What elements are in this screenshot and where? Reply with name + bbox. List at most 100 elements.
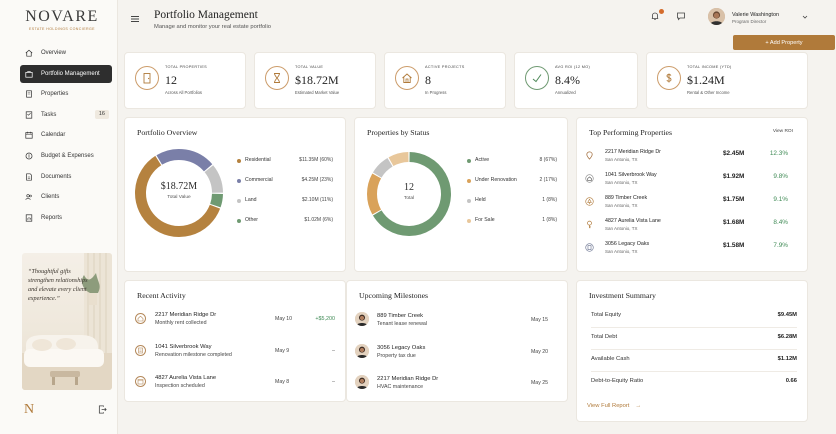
notification-dot: [659, 9, 664, 14]
sidebar-item-tasks[interactable]: Tasks 16: [20, 106, 112, 124]
sidebar-item-properties[interactable]: Properties: [20, 85, 112, 103]
view-roi-link[interactable]: View ROI: [772, 129, 793, 134]
brand[interactable]: NOVARE ESTATE HOLDINGS CONCIERGE: [22, 8, 102, 31]
logout-icon[interactable]: [98, 405, 107, 414]
donut-slice-other[interactable]: [210, 193, 223, 208]
view-full-report-label: View Full Report: [587, 403, 630, 409]
table-row[interactable]: 3056 Legacy Oaks San Antonio, TX $1.58M …: [585, 241, 790, 264]
sidebar-item-label: Properties: [41, 91, 69, 98]
home-badge-icon: [585, 174, 594, 183]
sidebar-item-label: Budget & Expenses: [41, 152, 94, 159]
building-icon: [25, 90, 33, 98]
sidebar-item-portfolio-management[interactable]: Portfolio Management: [20, 64, 112, 83]
sidebar-item-calendar[interactable]: Calendar: [20, 126, 112, 144]
property-value: $1.58M: [723, 242, 745, 249]
summary-label: Total Equity: [591, 312, 621, 318]
legend-item: Land $2.10M (11%): [237, 196, 333, 206]
door-icon: [135, 66, 159, 90]
legend-value: $4.25M (23%): [301, 177, 333, 183]
donut-slice-for-sale[interactable]: [388, 152, 409, 167]
stat-value: 8.4%: [555, 73, 580, 87]
list-item[interactable]: 889 Timber Creek Tenant lease renewal Ma…: [355, 312, 560, 338]
add-property-button[interactable]: + Add Property: [733, 35, 835, 50]
bell-icon[interactable]: [650, 11, 660, 21]
property-roi: 8.4%: [773, 219, 788, 226]
donut-center-label: Total Value: [167, 195, 191, 200]
legend-label: Under Renovation: [475, 177, 517, 183]
donut-slice-active[interactable]: [372, 152, 451, 236]
sidebar-item-reports[interactable]: Reports: [20, 209, 112, 227]
table-row[interactable]: 889 Timber Creek San Antonio, TX $1.75M …: [585, 195, 790, 218]
house-icon: [395, 66, 419, 90]
stat-value: 8: [425, 73, 431, 87]
milestone-date: May 20: [530, 349, 548, 355]
legend-swatch: [237, 199, 241, 203]
promo-quote: “Thoughtful gifts strengthen relationshi…: [28, 268, 88, 302]
legend-label: Residential: [245, 157, 271, 163]
top-performing-card: Top Performing Properties View ROI 2217 …: [576, 117, 808, 272]
property-roi: 7.9%: [773, 242, 788, 249]
property-name: 4827 Aurelia Vista Lane: [605, 218, 661, 224]
legend-label: Land: [245, 197, 257, 203]
table-row[interactable]: 1041 Silverbrook Way San Antonio, TX $1.…: [585, 172, 790, 195]
tasks-count-badge: 16: [94, 109, 109, 119]
legend-item: For Sale 1 (8%): [467, 216, 557, 226]
list-item[interactable]: 1041 Silverbrook Way Renovation mileston…: [135, 343, 335, 371]
donut-slice-held[interactable]: [372, 157, 393, 178]
menu-icon[interactable]: [130, 14, 140, 24]
table-row[interactable]: 4827 Aurelia Vista Lane San Antonio, TX …: [585, 218, 790, 241]
stat-label: AVG ROI (12 MO): [555, 65, 591, 69]
list-item[interactable]: 2217 Meridian Ridge Dr Monthly rent coll…: [135, 311, 335, 339]
chevron-down-icon[interactable]: [802, 14, 808, 20]
summary-row: Total Debt $6.28M: [591, 328, 797, 350]
sidebar-item-clients[interactable]: Clients: [20, 188, 112, 206]
property-roi: 12.3%: [769, 150, 788, 157]
checklist-icon: [25, 111, 33, 119]
view-full-report-link[interactable]: View Full Report →: [587, 403, 641, 409]
coin-icon: [25, 152, 33, 160]
legend-value: 1 (8%): [542, 197, 557, 203]
list-item[interactable]: 2217 Meridian Ridge Dr HVAC maintenance …: [355, 375, 560, 401]
list-item[interactable]: 3056 Legacy Oaks Property tax due May 20: [355, 344, 560, 370]
users-icon: [25, 193, 33, 201]
properties-status-card: Properties by Status 12 Total Active 8 (6…: [354, 117, 568, 272]
summary-label: Total Debt: [591, 334, 618, 340]
card-title: Recent Activity: [137, 291, 186, 300]
summary-value: 0.66: [785, 378, 797, 384]
sidebar-item-overview[interactable]: Overview: [20, 44, 112, 62]
legend-swatch: [467, 199, 471, 203]
property-value: $1.92M: [723, 173, 745, 180]
legend-value: $11.35M (60%): [299, 157, 333, 163]
milestone-name: 3056 Legacy Oaks: [377, 345, 426, 351]
property-location: San Antonio, TX: [605, 157, 638, 162]
property-value: $1.75M: [723, 196, 745, 203]
stat-value: $18.72M: [295, 73, 339, 87]
avatar[interactable]: [708, 8, 725, 25]
milestone-name: 2217 Meridian Ridge Dr: [377, 376, 439, 382]
card-title: Properties by Status: [367, 128, 430, 137]
summary-value: $9.45M: [777, 312, 797, 318]
sidebar-item-label: Documents: [41, 173, 72, 180]
summary-row: Total Equity $9.45M: [591, 306, 797, 328]
chat-icon[interactable]: [676, 11, 686, 21]
brand-logo: NOVARE: [25, 8, 99, 25]
donut-slice-residential[interactable]: [135, 155, 221, 237]
summary-value: $6.28M: [777, 334, 797, 340]
legend-item: Active 8 (67%): [467, 156, 557, 166]
portfolio-donut-chart: [135, 149, 223, 237]
property-value: $1.68M: [723, 219, 745, 226]
sidebar-item-documents[interactable]: Documents: [20, 168, 112, 186]
pin-icon: [586, 151, 593, 160]
activity-name: 2217 Meridian Ridge Dr: [155, 312, 217, 318]
donut-slice-land[interactable]: [204, 165, 223, 194]
donut-slice-under-renovation[interactable]: [367, 173, 382, 215]
summary-row: Debt-to-Equity Ratio 0.66: [591, 372, 797, 394]
sidebar-item-budget-expenses[interactable]: Budget & Expenses: [20, 147, 112, 165]
legend-swatch: [467, 179, 471, 183]
list-item[interactable]: 4827 Aurelia Vista Lane Inspection sched…: [135, 374, 335, 402]
table-row[interactable]: 2217 Meridian Ridge Dr San Antonio, TX $…: [585, 149, 790, 172]
stat-card-total-value: TOTAL VALUE $18.72M Estimated Market Val…: [254, 52, 376, 109]
milestone-sub: Tenant lease renewal: [377, 321, 428, 327]
donut-slice-commercial[interactable]: [156, 149, 213, 172]
stat-label: ACTIVE PROJECTS: [425, 65, 465, 69]
